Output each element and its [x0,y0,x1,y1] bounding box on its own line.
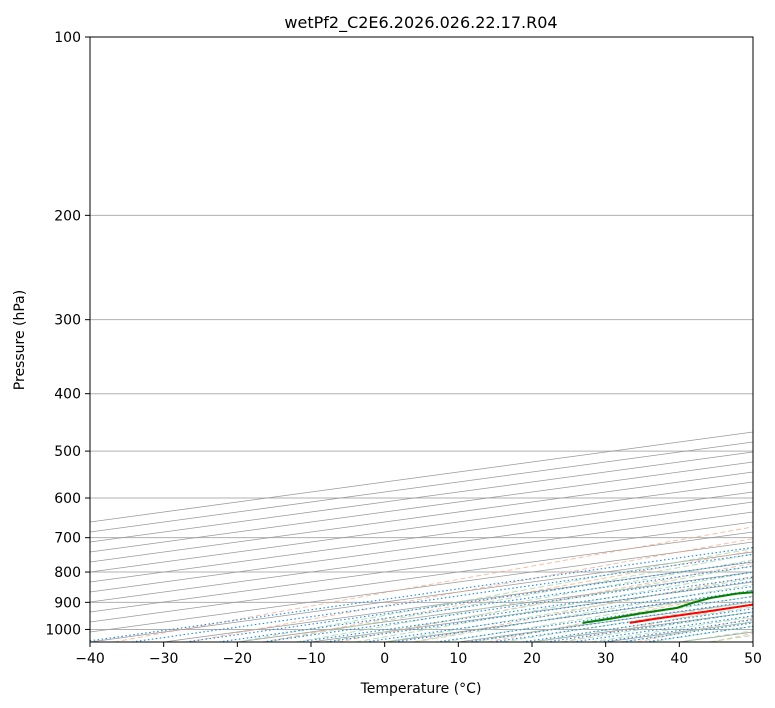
background-lines [90,37,753,642]
dry-adiabat-line [338,562,753,642]
x-tick-label: 50 [744,651,762,667]
x-tick-label: 0 [380,651,389,667]
y-tick-label: 200 [54,208,81,224]
mixing-ratio-line [131,553,753,642]
isotherm-line [90,471,753,563]
moist-adiabat-line [266,553,753,642]
x-tick-label: −10 [296,651,326,667]
mixing-ratio-line [522,608,753,642]
y-tick-label: 600 [54,491,81,507]
x-tick-label: 20 [523,651,541,667]
moist-adiabat-line [296,559,753,642]
isotherm-line [90,461,753,553]
x-axis-ticks: −40 −30 −20 −10 0 10 20 30 40 50 [75,642,762,667]
mixing-ratio-line [467,600,753,642]
x-tick-label: 10 [449,651,467,667]
moist-adiabat-line [443,589,753,642]
isotherm-line [90,531,753,623]
y-tick-label: 900 [54,595,81,611]
y-tick-label: 1000 [45,622,81,638]
dry-adiabat-line [114,526,753,642]
isotherm-line [90,511,753,603]
isotherm-line [90,501,753,593]
mixing-ratio-line [185,561,753,642]
x-tick-label: 30 [597,651,615,667]
moist-adiabat-line [325,565,753,642]
isotherm-line [90,521,753,613]
x-tick-label: −30 [149,651,179,667]
y-tick-label: 100 [54,30,81,46]
y-tick-label: 300 [54,313,81,329]
isotherm-line [90,451,753,543]
chart-title: wetPf2_C2E6.2026.026.22.17.R04 [284,13,557,33]
y-tick-label: 800 [54,565,81,581]
moist-adiabat-line [237,548,753,642]
moist-adiabat-line [384,577,753,642]
isotherm-line [90,491,753,583]
mixing-ratio-line [436,595,753,642]
dry-adiabat-line [263,550,753,642]
y-tick-label: 500 [54,444,81,460]
y-axis-ticks: 100 200 300 400 500 600 700 800 900 1000 [45,30,90,638]
y-axis-label: Pressure (hPa) [12,290,28,390]
y-tick-label: 700 [54,531,81,547]
mixing-ratio-line [90,546,753,642]
x-tick-label: −20 [223,651,253,667]
x-tick-label: −40 [75,651,105,667]
isotherm-line [90,481,753,573]
y-tick-label: 400 [54,387,81,403]
plot-frame [89,36,754,643]
x-tick-label: 40 [670,651,688,667]
x-axis-label: Temperature (°C) [360,681,482,697]
